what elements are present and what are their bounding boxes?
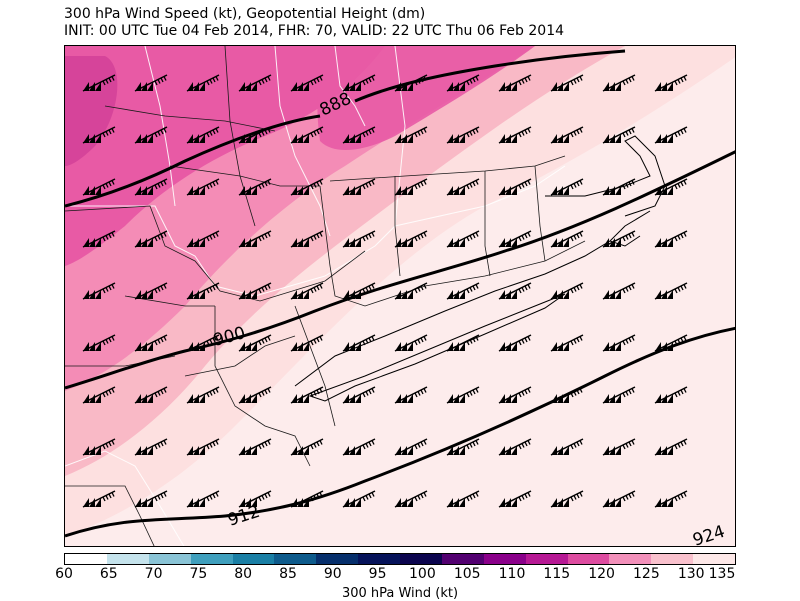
colorbar-tick-label: 95 bbox=[368, 566, 387, 582]
colorbar-tick-label: 80 bbox=[234, 566, 253, 582]
colorbar-segment bbox=[274, 554, 317, 564]
colorbar-tick-label: 120 bbox=[588, 566, 615, 582]
colorbar-tick-label: 115 bbox=[543, 566, 571, 582]
chart-subtitle: INIT: 00 UTC Tue 04 Feb 2014, FHR: 70, V… bbox=[64, 23, 565, 39]
colorbar-segment bbox=[232, 554, 275, 564]
colorbar-segment bbox=[525, 554, 568, 564]
colorbar-tick-label: 100 bbox=[409, 566, 436, 582]
colorbar-segment bbox=[651, 554, 694, 564]
colorbar-label: 300 hPa Wind (kt) bbox=[341, 586, 459, 601]
colorbar-tick-label: 90 bbox=[323, 566, 342, 582]
colorbar-segment bbox=[441, 554, 484, 564]
colorbar-segment bbox=[358, 554, 400, 564]
height-contours bbox=[65, 49, 735, 538]
colorbar-tick-label: 105 bbox=[453, 566, 481, 582]
contour-900-line bbox=[65, 150, 735, 390]
colorbar-ticks: 60 65 70 75 80 85 90 95 100 105 110 115 120 125 130 135 bbox=[0, 566, 800, 586]
colorbar-segment bbox=[316, 554, 359, 564]
colorbar-tick-label: 130 bbox=[677, 566, 705, 582]
colorbar-tick-label: 135 bbox=[708, 566, 736, 582]
colorbar-segment bbox=[106, 554, 149, 564]
contour-888-line bbox=[65, 114, 321, 208]
colorbar-tick-label: 75 bbox=[189, 566, 208, 582]
colorbar-segment bbox=[148, 554, 191, 564]
colorbar-segment bbox=[400, 554, 442, 564]
colorbar-segment bbox=[65, 554, 107, 564]
map-panel: 888 900 912 924 bbox=[64, 45, 736, 547]
contour-912-line bbox=[65, 326, 735, 538]
colorbar-segment bbox=[567, 554, 610, 564]
colorbar-tick-label: 110 bbox=[498, 566, 526, 582]
map-canvas: 888 900 912 924 bbox=[65, 46, 735, 546]
speed-band-115 bbox=[65, 46, 385, 266]
chart-title: 300 hPa Wind Speed (kt), Geopotential He… bbox=[64, 6, 426, 22]
contour-888-line-b bbox=[354, 49, 626, 103]
colorbar-segment bbox=[483, 554, 526, 564]
colorbar-tick-label: 60 bbox=[55, 566, 73, 582]
colorbar-segment bbox=[609, 554, 652, 564]
colorbar bbox=[64, 553, 736, 565]
colorbar-tick-label: 85 bbox=[279, 566, 297, 582]
colorbar-segment bbox=[693, 554, 735, 564]
colorbar-tick-label: 70 bbox=[144, 566, 163, 582]
speed-band-115b bbox=[317, 46, 535, 151]
colorbar-tick-label: 125 bbox=[633, 566, 660, 582]
colorbar-tick-label: 65 bbox=[99, 566, 118, 582]
colorbar-segment bbox=[190, 554, 233, 564]
